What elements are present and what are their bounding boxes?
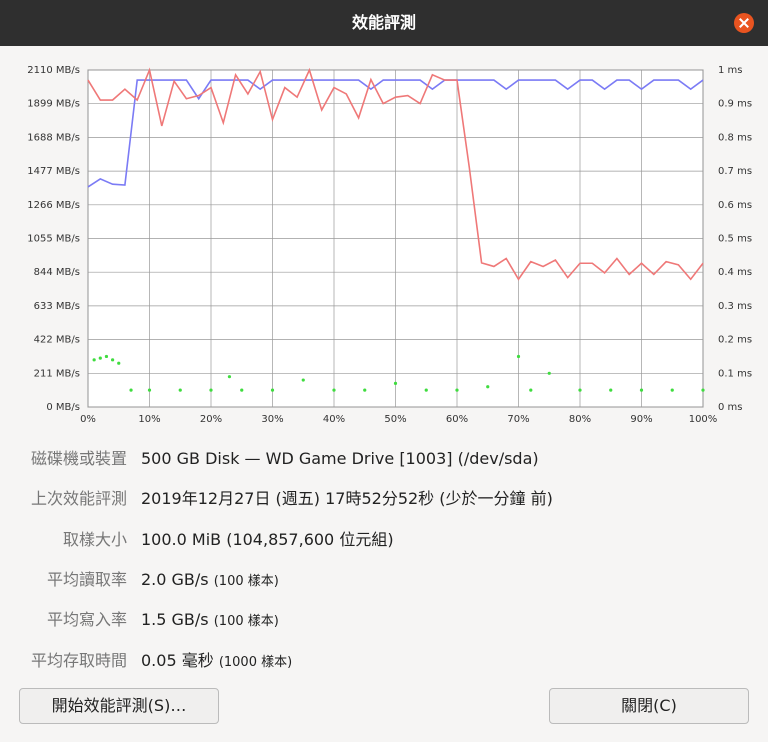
info-row: 平均讀取率 2.0 GB/s (100 樣本)	[0, 568, 768, 592]
y-tick-label: 1899 MB/s	[27, 99, 80, 110]
access-point	[578, 388, 582, 392]
value-note: (100 樣本)	[213, 573, 279, 589]
y-tick-label: 1477 MB/s	[27, 166, 80, 177]
x-tick-label: 30%	[261, 414, 283, 425]
y-tick-label: 0 MB/s	[46, 402, 80, 413]
x-tick-label: 100%	[689, 414, 718, 425]
y2-tick-label: 0.9 ms	[718, 99, 752, 110]
value-text: 2019年12月27日 (週五) 17時52分52秒 (少於一分鐘 前)	[141, 489, 553, 509]
info-label: 上次效能評測	[30, 489, 127, 509]
access-point	[129, 388, 133, 392]
info-value: 2.0 GB/s (100 樣本)	[141, 568, 279, 594]
y-tick-label: 1266 MB/s	[27, 200, 80, 211]
access-point	[98, 356, 102, 360]
info-value: 2019年12月27日 (週五) 17時52分52秒 (少於一分鐘 前)	[141, 487, 553, 511]
access-point	[104, 354, 109, 359]
y2-tick-label: 0.5 ms	[718, 234, 752, 245]
info-label: 取樣大小	[62, 529, 127, 549]
info-value: 500 GB Disk — WD Game Drive [1003] (/dev…	[141, 447, 539, 471]
info-row: 平均存取時間 0.05 毫秒 (1000 樣本)	[0, 649, 768, 673]
value-text: 2.0 GB/s	[141, 569, 209, 589]
access-point	[111, 358, 115, 362]
info-value: 0.05 毫秒 (1000 樣本)	[141, 649, 292, 675]
info-row: 上次效能評測 2019年12月27日 (週五) 17時52分52秒 (少於一分鐘 …	[0, 487, 768, 511]
x-tick-label: 20%	[200, 414, 222, 425]
info-row: 平均寫入率 1.5 GB/s (100 樣本)	[0, 608, 768, 632]
chart: 0% 10% 20% 30% 40% 50% 60% 70% 80% 90% 100% 0 MB/s 2…	[27, 65, 752, 425]
y-tick-label: 633 MB/s	[34, 301, 80, 312]
x-tick-label: 70%	[507, 414, 529, 425]
y-tick-label: 1055 MB/s	[27, 234, 80, 245]
x-tick-label: 40%	[323, 414, 345, 425]
y2-tick-label: 1 ms	[718, 65, 743, 76]
access-point	[393, 381, 398, 386]
info-value: 1.5 GB/s (100 樣本)	[141, 608, 279, 634]
info-row: 磁碟機或裝置 500 GB Disk — WD Game Drive [1003]…	[0, 447, 768, 471]
value-text: 0.05 毫秒	[141, 650, 214, 670]
access-point	[301, 378, 305, 382]
y-tick-label: 1688 MB/s	[27, 132, 80, 143]
window-title: 效能評測	[351, 13, 416, 32]
close-button[interactable]	[734, 13, 754, 33]
access-point	[486, 385, 490, 389]
y2-tick-label: 0.7 ms	[718, 166, 752, 177]
y2-tick-label: 0.4 ms	[718, 267, 752, 278]
access-point	[363, 388, 367, 392]
access-point	[609, 388, 613, 392]
info-row: 取樣大小 100.0 MiB (104,857,600 位元組)	[0, 528, 768, 552]
start-button[interactable]: 開始效能評測(S)…	[19, 688, 219, 724]
y2-tick-label: 0.2 ms	[718, 335, 752, 346]
access-point	[639, 388, 644, 392]
value-note: (100 樣本)	[213, 614, 279, 630]
access-point	[670, 388, 674, 392]
x-tick-label: 10%	[138, 414, 160, 425]
close-dialog-button[interactable]: 關閉(C)	[549, 688, 749, 724]
y2-tick-label: 0 ms	[718, 402, 743, 413]
access-point	[332, 388, 336, 392]
access-point	[516, 354, 521, 359]
access-point	[424, 388, 428, 392]
y-tick-label: 844 MB/s	[34, 267, 80, 278]
title-bar: 效能評測	[0, 0, 768, 46]
access-point	[147, 388, 152, 392]
access-point	[529, 388, 533, 392]
x-tick-label: 60%	[446, 414, 468, 425]
value-text: 500 GB Disk — WD Game Drive [1003] (/dev…	[141, 449, 539, 468]
access-point	[227, 375, 232, 379]
series-line	[87, 67, 704, 281]
access-point	[240, 388, 244, 392]
x-tick-label: 80%	[569, 414, 591, 425]
info-label: 磁碟機或裝置	[30, 449, 127, 468]
value-text: 100.0 MiB (104,857,600 位元組)	[141, 529, 394, 549]
value-note: (1000 樣本)	[218, 654, 293, 670]
access-point	[547, 371, 551, 375]
access-point	[701, 388, 705, 392]
access-point	[117, 361, 121, 365]
x-tick-label: 0%	[80, 414, 96, 425]
access-point	[92, 358, 96, 362]
info-value: 100.0 MiB (104,857,600 位元組)	[141, 528, 394, 552]
info-label: 平均存取時間	[30, 650, 127, 670]
series-line	[87, 79, 704, 188]
y2-tick-label: 0.8 ms	[718, 132, 752, 143]
y-tick-label: 211 MB/s	[34, 368, 80, 379]
y-tick-label: 2110 MB/s	[27, 65, 80, 76]
access-point	[270, 388, 275, 392]
y-tick-label: 422 MB/s	[34, 335, 80, 346]
x-tick-label: 90%	[630, 414, 652, 425]
y2-tick-label: 0.6 ms	[718, 200, 752, 211]
access-point	[209, 388, 213, 392]
access-point	[455, 388, 459, 392]
x-tick-label: 50%	[384, 414, 406, 425]
info-label: 平均寫入率	[46, 610, 127, 630]
info-label: 平均讀取率	[46, 569, 127, 589]
y2-tick-label: 0.3 ms	[718, 301, 752, 312]
value-text: 1.5 GB/s	[141, 610, 209, 630]
access-point	[178, 388, 182, 392]
y2-tick-label: 0.1 ms	[718, 368, 752, 379]
